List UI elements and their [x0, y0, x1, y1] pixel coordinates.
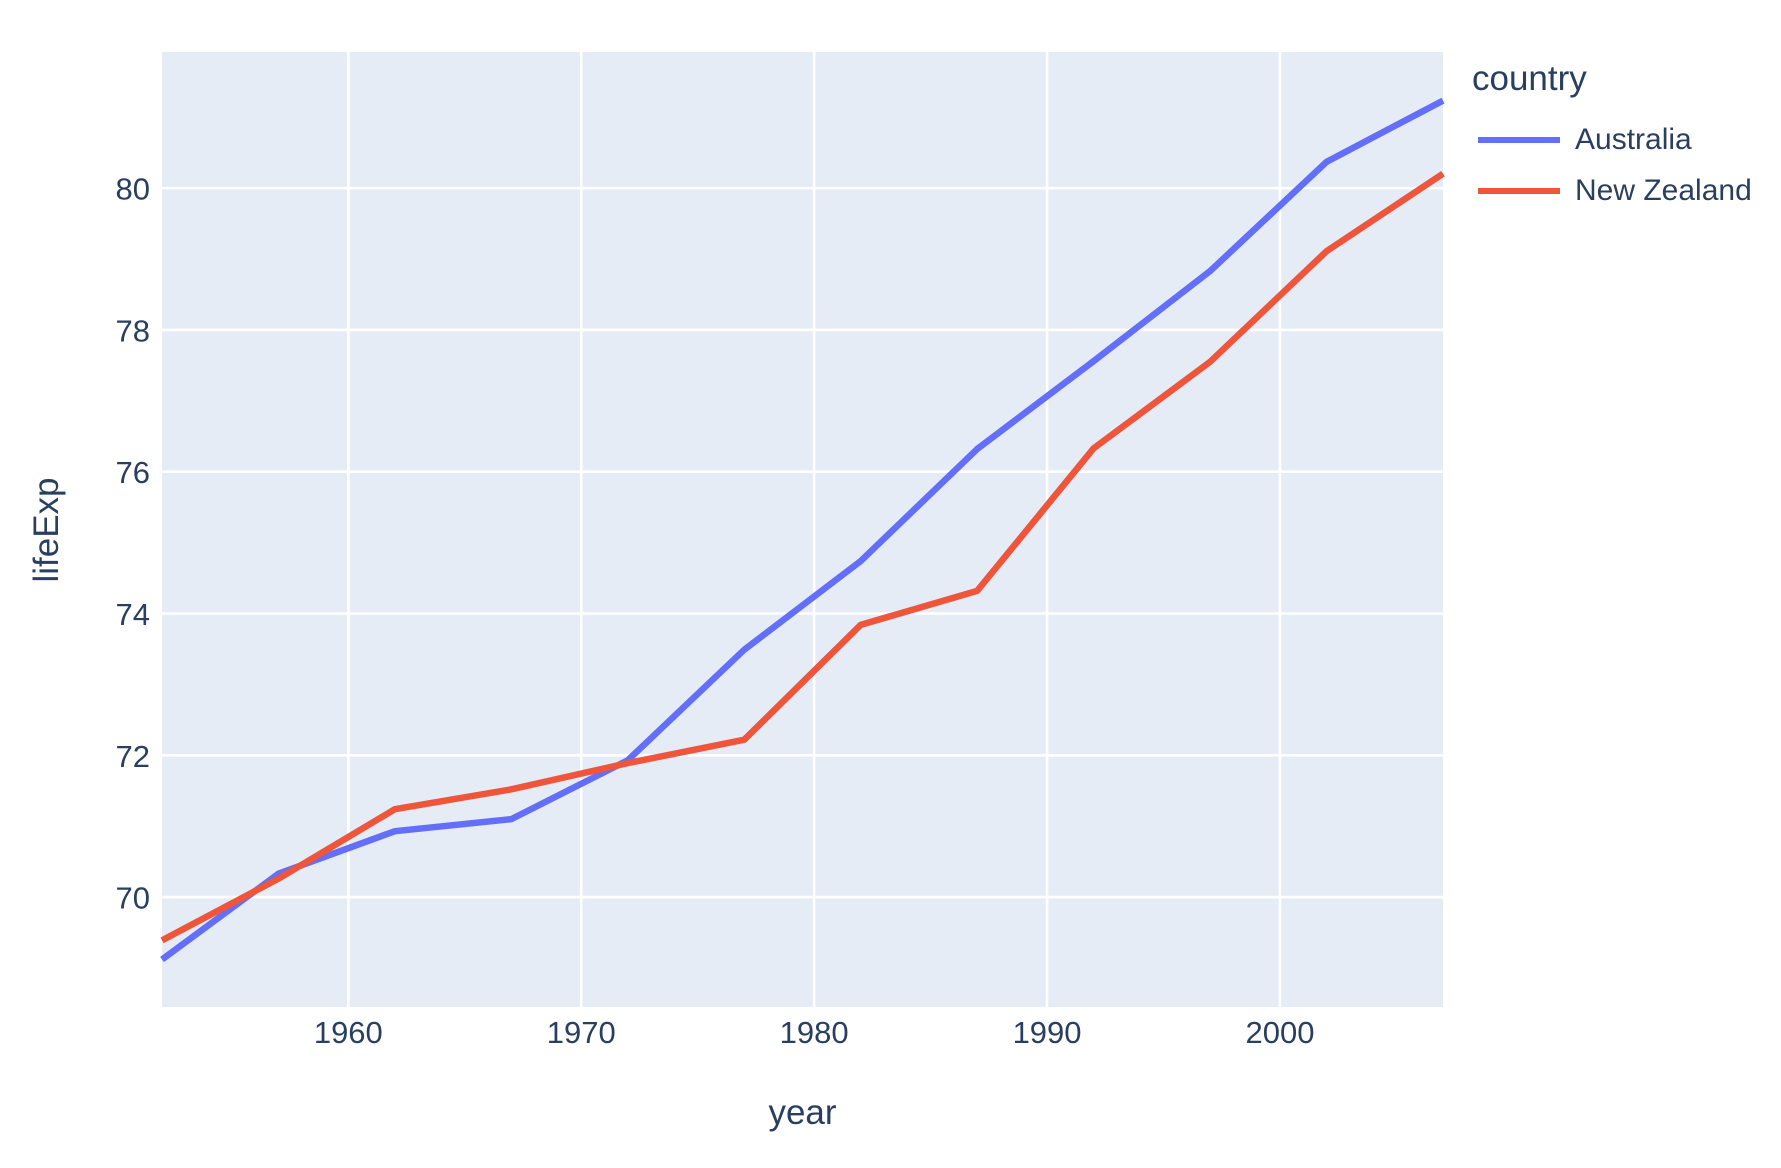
plot-background	[162, 52, 1443, 1007]
legend-label-new-zealand: New Zealand	[1575, 173, 1752, 207]
legend: country Australia New Zealand	[1472, 58, 1752, 216]
line-new-zealand[interactable]	[160, 170, 1445, 944]
y-tick-label: 78	[116, 313, 150, 348]
y-tick-label: 72	[116, 739, 150, 774]
legend-label-australia: Australia	[1575, 122, 1692, 156]
australia-line-swatch-icon	[1478, 136, 1560, 143]
line-australia[interactable]	[160, 97, 1445, 963]
new-zealand-line-swatch-icon	[1478, 187, 1560, 194]
x-tick-label: 1960	[314, 1015, 383, 1050]
x-tick-label: 2000	[1245, 1015, 1314, 1050]
y-tick-label: 76	[116, 455, 150, 490]
x-axis-title: year	[768, 1093, 837, 1132]
y-tick-label: 70	[116, 881, 150, 916]
x-tick-label: 1980	[780, 1015, 849, 1050]
legend-item-new-zealand[interactable]: New Zealand	[1472, 165, 1752, 216]
x-tick-label: 1990	[1013, 1015, 1082, 1050]
x-tick-label: 1970	[547, 1015, 616, 1050]
y-axis-title: lifeExp	[26, 477, 66, 583]
legend-title: country	[1472, 59, 1587, 98]
legend-item-australia[interactable]: Australia	[1472, 114, 1752, 165]
gridlines	[162, 52, 1443, 1007]
y-tick-label: 74	[116, 597, 150, 632]
y-tick-label: 80	[116, 172, 150, 207]
